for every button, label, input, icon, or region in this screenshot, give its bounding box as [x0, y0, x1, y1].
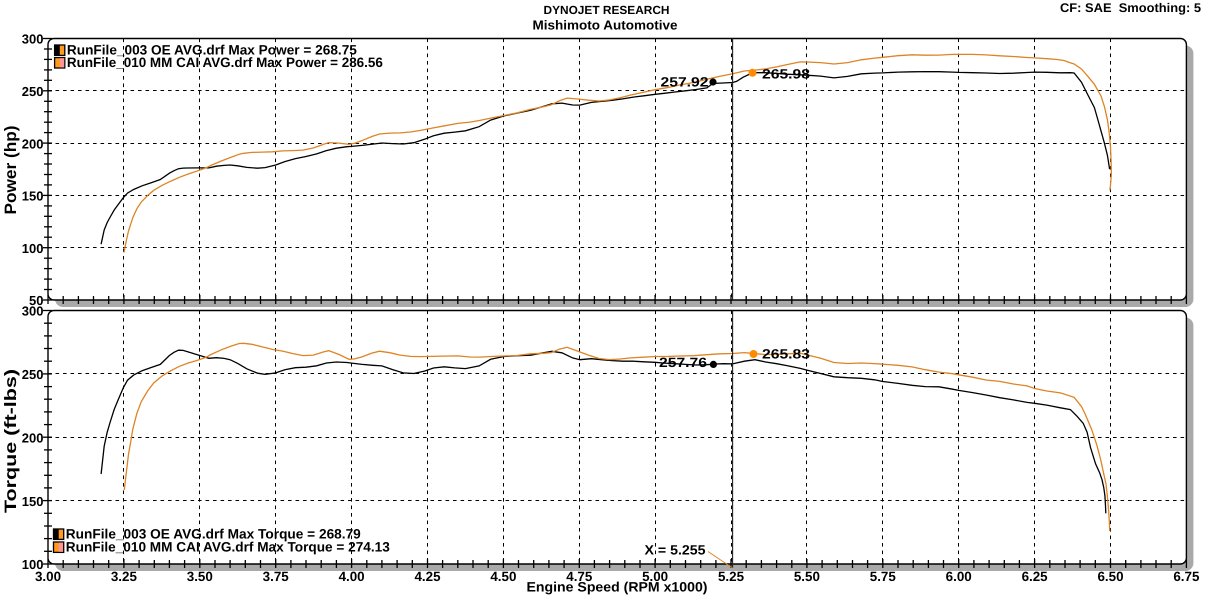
svg-text:RunFile_003 OE AVG.drf Max Pow: RunFile_003 OE AVG.drf Max Power = 268.7…: [67, 43, 357, 58]
svg-text:257.92: 257.92: [661, 75, 709, 90]
svg-text:250: 250: [22, 84, 44, 99]
svg-text:265.83: 265.83: [762, 347, 811, 362]
svg-text:Mishimoto Automotive: Mishimoto Automotive: [533, 18, 678, 33]
svg-text:150: 150: [22, 494, 44, 509]
svg-text:200: 200: [22, 430, 44, 445]
svg-text:4.50: 4.50: [490, 569, 516, 584]
svg-text:CF: SAE Smoothing: 5: CF: SAE Smoothing: 5: [1060, 1, 1201, 15]
svg-text:5.25: 5.25: [718, 569, 745, 584]
svg-text:4.00: 4.00: [339, 569, 365, 584]
svg-text:100: 100: [22, 241, 44, 256]
svg-text:Torque (ft-lbs): Torque (ft-lbs): [2, 369, 20, 513]
svg-text:RunFile_010 MM CAI AVG.drf Max: RunFile_010 MM CAI AVG.drf Max Torque = …: [66, 540, 390, 555]
svg-text:RunFile_010 MM CAI AVG.drf Max: RunFile_010 MM CAI AVG.drf Max Power = 2…: [67, 55, 383, 70]
svg-text:DYNOJET RESEARCH: DYNOJET RESEARCH: [544, 3, 670, 17]
svg-text:300: 300: [22, 304, 44, 319]
svg-text:6.75: 6.75: [1173, 569, 1200, 584]
svg-text:RunFile_003 OE AVG.drf Max Tor: RunFile_003 OE AVG.drf Max Torque = 268.…: [66, 527, 361, 542]
svg-text:3.50: 3.50: [187, 569, 213, 584]
svg-text:5.75: 5.75: [870, 569, 897, 584]
svg-text:6.50: 6.50: [1097, 569, 1123, 584]
svg-text:4.25: 4.25: [414, 569, 441, 584]
svg-text:150: 150: [22, 189, 44, 204]
svg-text:Power (hp): Power (hp): [2, 126, 20, 215]
svg-text:Engine Speed (RPM x1000): Engine Speed (RPM x1000): [527, 580, 708, 595]
svg-text:265.98: 265.98: [762, 67, 811, 82]
svg-text:6.00: 6.00: [946, 569, 972, 584]
svg-text:3.00: 3.00: [35, 569, 61, 584]
svg-text:50: 50: [29, 293, 43, 308]
svg-text:4.75: 4.75: [566, 569, 593, 584]
svg-text:257.76: 257.76: [659, 355, 708, 370]
svg-text:5.00: 5.00: [642, 569, 668, 584]
svg-text:3.25: 3.25: [111, 569, 138, 584]
svg-text:300: 300: [22, 32, 44, 47]
svg-text:100: 100: [22, 557, 44, 572]
svg-text:200: 200: [22, 136, 44, 151]
svg-text:X = 5.255: X = 5.255: [645, 543, 707, 558]
svg-text:5.50: 5.50: [794, 569, 820, 584]
svg-text:250: 250: [22, 367, 44, 382]
svg-text:3.75: 3.75: [263, 569, 290, 584]
svg-text:6.25: 6.25: [1022, 569, 1049, 584]
